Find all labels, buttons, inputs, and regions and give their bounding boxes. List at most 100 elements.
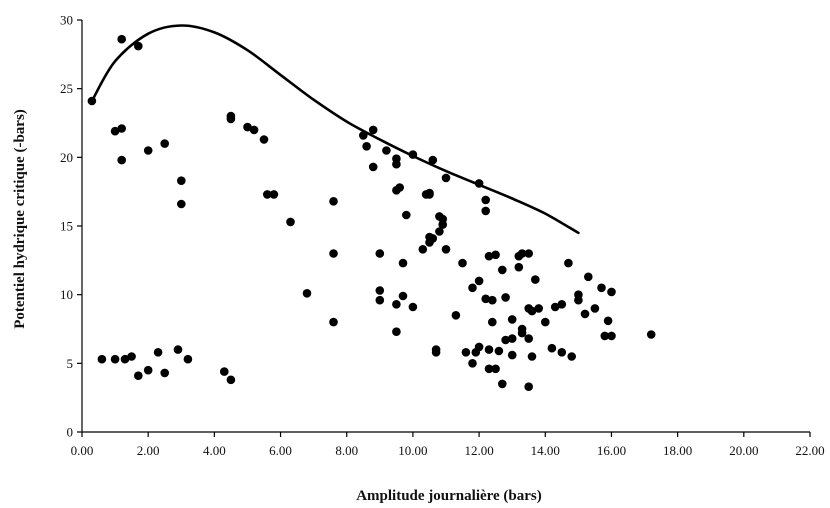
data-point [398, 258, 408, 268]
data-point [451, 311, 461, 320]
x-tick-label: 0.00 [71, 443, 94, 458]
x-tick-label: 18.00 [663, 443, 692, 458]
data-point [481, 294, 491, 304]
x-tick-label: 22.00 [795, 443, 824, 458]
data-point [474, 179, 484, 188]
data-point [646, 330, 656, 339]
data-point [153, 348, 163, 357]
data-point [468, 283, 477, 293]
data-point [160, 139, 169, 148]
data-point [362, 142, 371, 151]
y-tick-label: 5 [67, 356, 74, 371]
data-point [507, 334, 517, 343]
data-point [302, 289, 312, 298]
y-ticks: 0 5 10 15 20 25 30 [60, 13, 82, 440]
data-point [375, 295, 385, 305]
x-tick-label: 6.00 [269, 443, 292, 458]
data-point [286, 217, 295, 227]
data-point [110, 354, 120, 364]
data-point [408, 150, 418, 159]
data-point [527, 352, 537, 361]
data-point [87, 96, 97, 106]
data-point [368, 162, 378, 172]
data-point [143, 365, 153, 375]
data-point [584, 272, 593, 282]
data-point [408, 302, 418, 312]
data-point [398, 291, 408, 301]
x-axis: 0.00 2.00 4.00 6.00 8.00 10.00 12.00 14.00 16.00… [71, 431, 825, 458]
x-tick-label: 4.00 [203, 443, 226, 458]
data-point [382, 146, 391, 155]
data-point [160, 368, 169, 378]
data-point [507, 350, 517, 360]
data-point [547, 343, 557, 353]
data-point [514, 262, 524, 272]
data-point [607, 287, 616, 297]
data-point [375, 286, 385, 295]
data-point [507, 315, 517, 324]
data-point [597, 283, 606, 293]
data-point [461, 348, 471, 357]
data-point [600, 331, 610, 341]
data-point [375, 249, 385, 258]
data-point [402, 210, 411, 220]
data-point [574, 295, 583, 305]
data-point [368, 125, 378, 135]
data-point [524, 334, 533, 343]
data-point [557, 300, 567, 309]
data-point [501, 335, 510, 345]
data-point [435, 227, 444, 236]
data-point [580, 309, 590, 319]
data-point [491, 250, 500, 260]
data-point [531, 275, 540, 284]
data-point [143, 146, 153, 155]
data-point [550, 302, 560, 312]
data-point [117, 34, 126, 44]
data-point [329, 197, 338, 206]
x-tick-label: 20.00 [729, 443, 758, 458]
y-axis-title: Potentiel hydrique critique (-bars) [12, 109, 28, 329]
y-tick-label: 0 [67, 425, 74, 440]
data-point [418, 245, 428, 254]
data-point [517, 249, 527, 258]
data-point [392, 327, 401, 337]
data-point [428, 155, 438, 165]
data-point [474, 342, 484, 352]
data-point [441, 173, 451, 183]
data-point [468, 359, 477, 368]
data-point [491, 364, 500, 374]
y-tick-label: 20 [60, 150, 73, 165]
y-tick-label: 15 [60, 219, 73, 234]
data-point [263, 190, 272, 199]
data-point [603, 316, 613, 326]
data-point [607, 331, 616, 341]
x-tick-label: 14.00 [531, 443, 560, 458]
data-point [501, 293, 510, 302]
data-point [243, 122, 252, 132]
data-point [359, 131, 368, 140]
x-tick-label: 12.00 [464, 443, 493, 458]
data-point [567, 352, 576, 361]
data-point [488, 295, 497, 305]
data-point [134, 371, 143, 381]
data-point [590, 304, 600, 313]
data-point [329, 249, 338, 258]
data-point [517, 328, 527, 338]
data-point [173, 345, 183, 354]
data-point [97, 354, 107, 364]
data-point [524, 249, 533, 258]
data-point [484, 251, 494, 261]
data-point [329, 317, 338, 327]
data-point [494, 346, 504, 356]
data-point [484, 364, 494, 374]
data-point [498, 379, 507, 389]
data-points [87, 34, 656, 392]
data-point [117, 124, 126, 133]
x-ticks: 0.00 2.00 4.00 6.00 8.00 10.00 12.00 14.00 16.00… [71, 432, 825, 458]
data-point [269, 190, 279, 199]
data-point [120, 354, 130, 364]
data-point [557, 348, 567, 357]
x-tick-label: 8.00 [335, 443, 358, 458]
data-point [395, 183, 405, 192]
